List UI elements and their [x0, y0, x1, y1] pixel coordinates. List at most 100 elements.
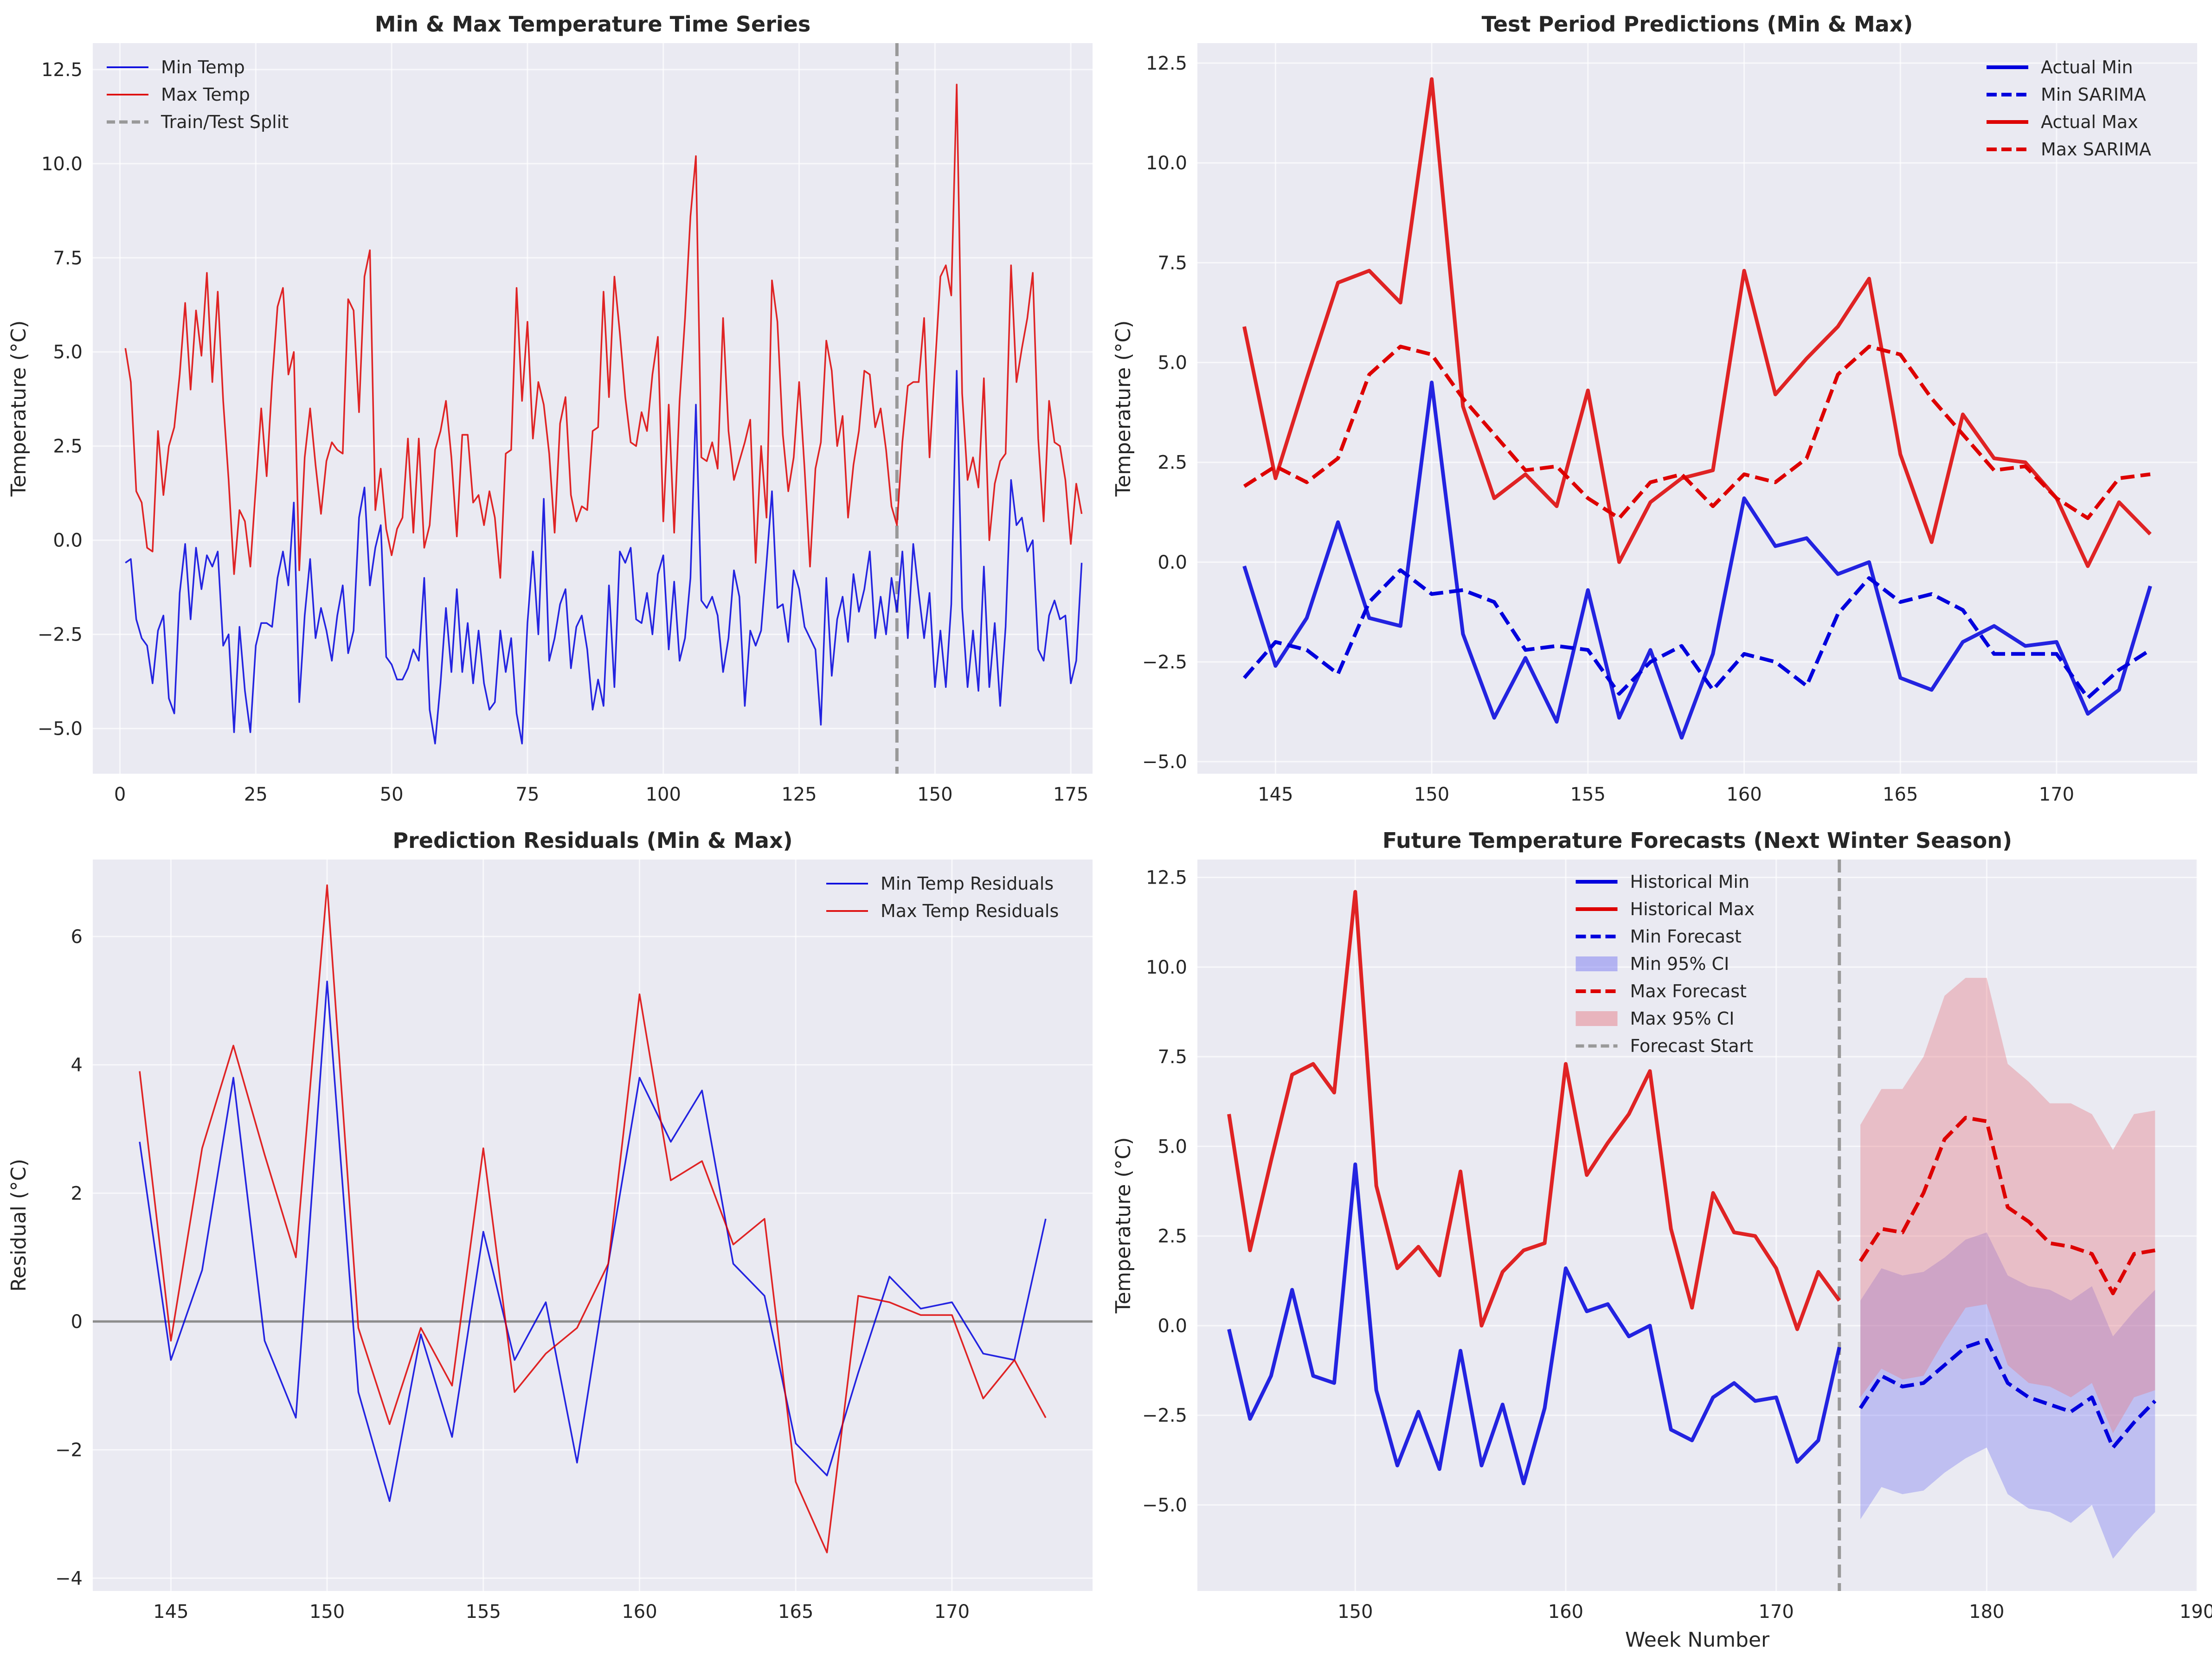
series-line-max-forecast — [1858, 1116, 2155, 1296]
series-line-actual-min — [1242, 380, 2152, 740]
chart-panel-2: 145 150 155 160 165 170 −5.0 −2.5 0.0 2.5 5.0 7.5 10… — [1112, 12, 2197, 805]
plot-area — [93, 43, 1093, 774]
legend-label-forecast-start: Forecast Start — [1630, 1036, 1754, 1056]
legend: Actual Min Min SARIMA Actual Max Max SARIMA — [1987, 57, 2151, 160]
x-tick-label: 125 — [781, 784, 817, 805]
series-line-historical-min — [1227, 1162, 1841, 1486]
x-tick-label: 170 — [2039, 784, 2074, 805]
x-tick-label: 170 — [1758, 1601, 1794, 1623]
series-line-historical-max — [1227, 890, 1841, 1331]
chart-title: Test Period Predictions (Min & Max) — [1482, 12, 1913, 37]
x-tick-label: 145 — [153, 1601, 188, 1623]
x-tick-label: 170 — [934, 1601, 970, 1623]
plot-area — [1197, 43, 2197, 774]
chart-panel-1: 0 25 50 75 100 125 150 175 −5.0 −2.5 0.0 2.5 5.0 7.5 1… — [7, 12, 1093, 805]
legend-label-min-temp: Min Temp — [161, 57, 245, 77]
y-tick-label: 2 — [71, 1183, 83, 1204]
series-line-min-temp — [125, 370, 1083, 744]
y-tick-label: 10.0 — [1146, 153, 1187, 174]
y-tick-label: 6 — [71, 926, 83, 948]
legend-label-historical-max: Historical Max — [1630, 899, 1755, 919]
y-tick-label: 7.5 — [1157, 252, 1187, 274]
x-tick-label: 190 — [2180, 1601, 2212, 1623]
legend-swatch-max-95-ci — [1575, 1011, 1618, 1026]
series-line-max-temp — [124, 83, 1083, 579]
y-tick-label: 5.0 — [53, 342, 83, 363]
y-tick-label: −2.5 — [38, 624, 83, 646]
chart-title: Future Temperature Forecasts (Next Winte… — [1382, 828, 2012, 853]
legend-label-max-95-ci: Max 95% CI — [1630, 1008, 1735, 1029]
legend: Historical Min Historical Max Min Forecast… — [1575, 872, 1755, 1056]
x-tick-label: 155 — [1570, 784, 1606, 805]
legend-label-actual-min: Actual Min — [2041, 57, 2133, 77]
y-tick-label: 12.5 — [1146, 53, 1187, 74]
x-tick-label: 150 — [1337, 1601, 1373, 1623]
x-tick-label: 50 — [380, 784, 404, 805]
series-band-min-95-ci — [1860, 1232, 2155, 1559]
y-tick-label: 0 — [71, 1311, 83, 1333]
y-tick-label: −2.5 — [1142, 652, 1187, 673]
legend-label-min-forecast: Min Forecast — [1630, 926, 1742, 947]
y-axis-label: Temperature (°C) — [1112, 1137, 1135, 1314]
y-tick-label: 0.0 — [1157, 1315, 1187, 1337]
y-axis-label: Temperature (°C) — [7, 321, 31, 497]
y-tick-label: 12.5 — [1146, 867, 1187, 889]
y-tick-label: −5.0 — [38, 718, 83, 740]
chart-panel-4: 150 160 170 180 190 −5.0 −2.5 0.0 2.5 5.0 7.5 10.0 1… — [1112, 828, 2212, 1652]
legend-label-min-temp-residuals: Min Temp Residuals — [881, 873, 1054, 894]
chart-title: Prediction Residuals (Min & Max) — [392, 828, 792, 853]
y-tick-label: 5.0 — [1157, 1136, 1187, 1157]
legend-label-actual-max: Actual Max — [2041, 112, 2138, 132]
legend-label-historical-min: Historical Min — [1630, 872, 1750, 892]
chart-panel-3: 145 150 155 160 165 170 −4 −2 0 2 4 6 Prediction Res… — [7, 828, 1093, 1623]
x-tick-label: 75 — [516, 784, 540, 805]
plot-content — [124, 43, 1083, 774]
y-tick-label: 0.0 — [53, 530, 83, 552]
x-tick-label: 25 — [244, 784, 268, 805]
legend-label-max-temp: Max Temp — [161, 84, 250, 105]
x-tick-label: 180 — [1969, 1601, 2004, 1623]
y-tick-label: 10.0 — [41, 154, 83, 175]
y-tick-label: 2.5 — [1157, 452, 1187, 474]
legend-label-min-sarima: Min SARIMA — [2041, 84, 2146, 105]
y-tick-label: 2.5 — [1157, 1226, 1187, 1247]
legend: Min Temp Max Temp Train/Test Split — [107, 57, 289, 132]
legend-label-max-sarima: Max SARIMA — [2041, 139, 2151, 160]
x-tick-label: 160 — [1548, 1601, 1583, 1623]
y-tick-label: 2.5 — [53, 436, 83, 457]
chart-title: Min & Max Temperature Time Series — [375, 12, 810, 37]
plot-content — [1242, 77, 2152, 740]
x-tick-label: 165 — [1883, 784, 1918, 805]
x-tick-label: 155 — [466, 1601, 501, 1623]
series-line-min-temp-residuals — [139, 981, 1047, 1502]
x-tick-label: 160 — [1726, 784, 1762, 805]
plot-content — [1227, 860, 2157, 1591]
series-line-min-sarima — [1242, 568, 2152, 700]
legend-swatch-min-95-ci — [1575, 956, 1618, 971]
y-tick-label: −2 — [55, 1440, 83, 1461]
x-tick-label: 150 — [1414, 784, 1449, 805]
x-tick-label: 165 — [778, 1601, 813, 1623]
y-tick-label: 7.5 — [53, 248, 83, 269]
y-tick-label: 12.5 — [41, 59, 83, 81]
y-tick-label: 5.0 — [1157, 353, 1187, 374]
series-line-actual-max — [1242, 77, 2152, 568]
y-tick-label: 10.0 — [1146, 957, 1187, 978]
y-axis-label: Temperature (°C) — [1112, 321, 1135, 497]
plot-content — [93, 884, 1093, 1553]
y-tick-label: −5.0 — [1142, 1495, 1187, 1516]
series-line-min-forecast — [1858, 1338, 2157, 1450]
x-tick-label: 150 — [309, 1601, 345, 1623]
legend-label-min-95-ci: Min 95% CI — [1630, 954, 1730, 974]
x-tick-label: 100 — [646, 784, 681, 805]
x-axis-label: Week Number — [1625, 1628, 1770, 1652]
y-axis-label: Residual (°C) — [7, 1159, 31, 1292]
plot-area — [93, 860, 1093, 1591]
y-tick-label: 7.5 — [1157, 1046, 1187, 1068]
x-tick-label: 175 — [1053, 784, 1088, 805]
y-tick-label: 0.0 — [1157, 552, 1187, 573]
x-tick-label: 150 — [917, 784, 952, 805]
x-tick-label: 0 — [114, 784, 126, 805]
y-tick-label: −5.0 — [1142, 751, 1187, 773]
